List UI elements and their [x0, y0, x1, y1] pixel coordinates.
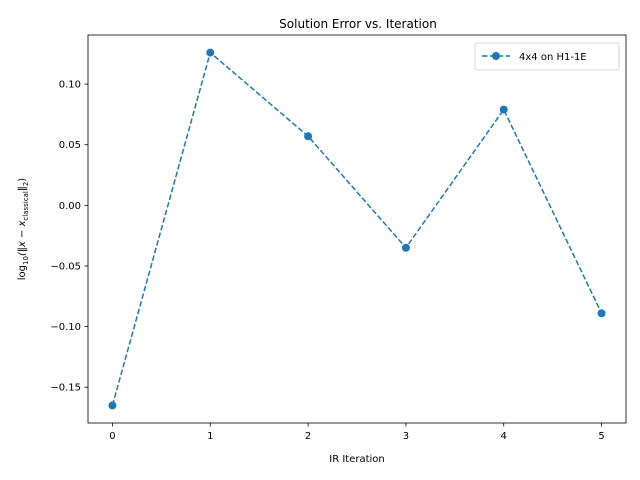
legend: 4x4 on H1-1E — [474, 42, 620, 71]
y-tick-label: −0.10 — [50, 322, 81, 333]
x-tick-label: 2 — [305, 431, 311, 442]
chart-title: Solution Error vs. Iteration — [279, 17, 437, 31]
y-tick-label: 0.05 — [59, 140, 81, 151]
legend-box — [474, 42, 620, 71]
data-point-marker — [401, 243, 410, 252]
x-tick-label: 3 — [403, 431, 409, 442]
legend-entry-label: 4x4 on H1-1E — [519, 52, 587, 63]
x-tick-label: 1 — [207, 431, 213, 442]
legend-marker-swatch — [492, 52, 500, 60]
data-point-marker — [108, 401, 117, 410]
y-axis-label: log10(‖x − xclassical‖2) — [17, 178, 30, 281]
x-tick-label: 4 — [501, 431, 507, 442]
plot-area — [108, 48, 606, 410]
plot-frame — [87, 34, 627, 424]
y-tick-label: −0.15 — [50, 383, 81, 394]
y-axis: 0.10 0.05 0.00 −0.05 −0.10 −0.15 — [50, 80, 88, 394]
y-tick-label: 0.00 — [59, 201, 81, 212]
data-point-marker — [597, 309, 606, 318]
x-axis: 0 1 2 3 4 5 — [109, 423, 605, 442]
x-tick-label: 0 — [109, 431, 115, 442]
x-tick-label: 5 — [598, 431, 604, 442]
data-point-marker — [499, 105, 508, 114]
x-axis-label: IR Iteration — [329, 454, 385, 465]
y-tick-label: −0.05 — [50, 261, 81, 272]
data-point-marker — [206, 48, 215, 57]
y-tick-label: 0.10 — [59, 80, 81, 91]
data-point-marker — [304, 132, 313, 141]
series-line — [111, 51, 603, 406]
